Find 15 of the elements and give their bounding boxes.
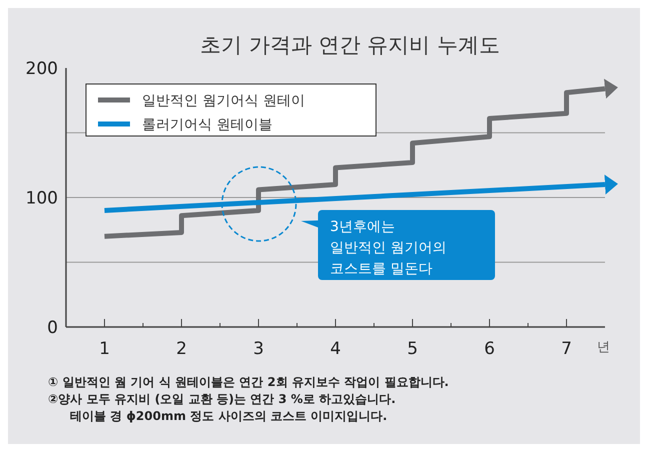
chart-title: 초기 가격과 연간 유지비 누계도 [200, 33, 500, 57]
y-tick-label: 0 [47, 318, 58, 338]
x-tick-label: 7 [561, 339, 572, 359]
text: 테이블 경 ϕ200mm 정도 사이즈의 코스트 이미지입니다. [70, 409, 388, 423]
x-axis-title: 년 [597, 340, 610, 355]
x-tick-label: 3 [253, 339, 264, 359]
x-tick-label: 6 [484, 339, 495, 359]
text: ②양사 모두 유지비 (오일 교환 등)는 연간 3 %로 하고있습니다. [48, 392, 396, 406]
x-tick-label: 5 [407, 339, 418, 359]
y-tick-label: 200 [26, 59, 58, 79]
x-tick-label: 4 [330, 339, 341, 359]
text: ① 일반적인 웜 기어 식 원테이블은 연간 2회 유지보수 작업이 필요합니다. [48, 375, 449, 389]
x-tick-label: 2 [176, 339, 187, 359]
y-tick-label: 100 [26, 188, 58, 208]
x-tick-label: 1 [99, 339, 110, 359]
